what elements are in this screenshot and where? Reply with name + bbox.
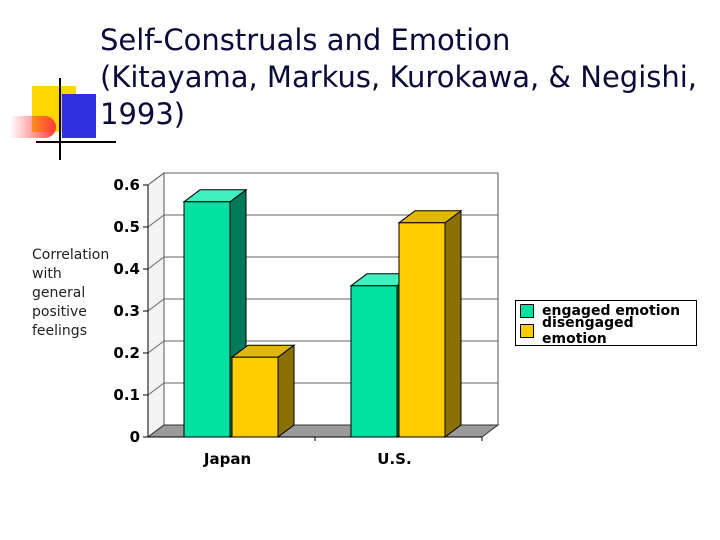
y-tick-label: 0 bbox=[130, 428, 140, 446]
slide-title-line: (Kitayama, Markus, Kurokawa, & Negishi, bbox=[100, 60, 698, 94]
gridline bbox=[147, 214, 498, 228]
y-axis-label-line: with bbox=[32, 266, 62, 282]
decoration-red-bar bbox=[10, 116, 56, 138]
decoration-blue-square bbox=[62, 94, 96, 138]
slide-title-line: Self-Construals and Emotion bbox=[100, 23, 511, 57]
y-tick-label: 0.5 bbox=[113, 218, 140, 236]
chart-legend: engaged emotion disengaged emotion bbox=[515, 300, 697, 347]
bar bbox=[398, 222, 446, 438]
y-tick-label: 0.3 bbox=[113, 302, 140, 320]
gridline bbox=[147, 256, 498, 270]
bar bbox=[350, 285, 398, 438]
legend-swatch-engaged bbox=[520, 304, 534, 318]
gridline bbox=[147, 172, 498, 186]
legend-label-engaged: engaged emotion bbox=[542, 303, 681, 319]
legend-label-disengaged: disengaged emotion bbox=[542, 315, 634, 347]
slide-title: Self-Construals and Emotion (Kitayama, M… bbox=[100, 22, 710, 133]
bar-side bbox=[444, 209, 462, 438]
y-axis-label-line: Correlation bbox=[32, 247, 110, 263]
y-axis-label: Correlation with general positive feelin… bbox=[32, 246, 112, 341]
y-tick-label: 0.1 bbox=[113, 386, 140, 404]
decoration-vertical-line bbox=[59, 78, 61, 160]
bar bbox=[183, 201, 231, 438]
y-axis-label-line: positive bbox=[32, 304, 87, 320]
slide-title-line: 1993) bbox=[100, 97, 186, 131]
y-axis-label-line: feelings bbox=[32, 323, 87, 339]
y-tick-label: 0.2 bbox=[113, 344, 140, 362]
decoration-horizontal-line bbox=[36, 141, 116, 143]
bar bbox=[231, 356, 279, 438]
x-tick-label: Japan bbox=[203, 450, 251, 468]
y-tick-label: 0.4 bbox=[113, 260, 140, 278]
legend-swatch-disengaged bbox=[520, 324, 534, 338]
bar-side bbox=[277, 344, 295, 438]
x-tick-label: U.S. bbox=[377, 450, 411, 468]
legend-entry-engaged: engaged emotion bbox=[516, 301, 696, 321]
y-tick-label: 0.6 bbox=[113, 176, 140, 194]
y-axis-label-line: general bbox=[32, 285, 86, 301]
legend-entry-disengaged: disengaged emotion bbox=[516, 315, 696, 347]
